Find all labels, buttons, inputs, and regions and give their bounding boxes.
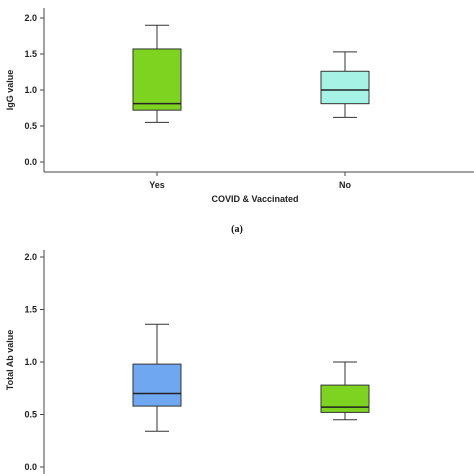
chart-a-igg: 0.0 0.5 1.0 1.5 2.0 IgG value Yes No COVID & Vac… <box>5 8 474 204</box>
chart-b-total-ab: 0.0 0.5 1.0 1.5 2.0 Total Ab value <box>5 250 370 474</box>
chart-a-x-axis-title: COVID & Vaccinated <box>211 194 298 204</box>
chart-b-y-tick-label: 0.0 <box>24 462 37 472</box>
chart-a-box-2 <box>320 51 370 118</box>
chart-a-box-body <box>320 70 370 105</box>
chart-b-y-tick-label: 1.5 <box>24 305 37 315</box>
chart-a-y-tick-label: 0.5 <box>24 121 37 131</box>
chart-a-y-axis-title: IgG value <box>5 70 15 111</box>
chart-a-box-body <box>132 48 182 111</box>
chart-b-y-tick-label: 1.0 <box>24 357 37 367</box>
chart-b-box-2 <box>320 361 370 421</box>
chart-a-y-tick-label: 2.0 <box>24 13 37 23</box>
chart-a-y-tick-label: 1.0 <box>24 85 37 95</box>
chart-a-x-tick-label: No <box>339 180 351 190</box>
chart-b-y-tick-label: 2.0 <box>24 252 37 262</box>
chart-a-box-1 <box>132 24 182 123</box>
chart-a-y-tick-label: 1.5 <box>24 49 37 59</box>
chart-b-y-axis-title: Total Ab value <box>5 330 15 391</box>
panel-label-a: (a) <box>231 224 243 235</box>
chart-b-box-1 <box>132 323 182 432</box>
chart-a-y-tick-label: 0.0 <box>24 157 37 167</box>
chart-b-y-tick-label: 0.5 <box>24 410 37 420</box>
chart-b-box-body <box>320 384 370 413</box>
chart-a-x-tick-label: Yes <box>149 180 165 190</box>
chart-b-box-body <box>132 363 182 407</box>
